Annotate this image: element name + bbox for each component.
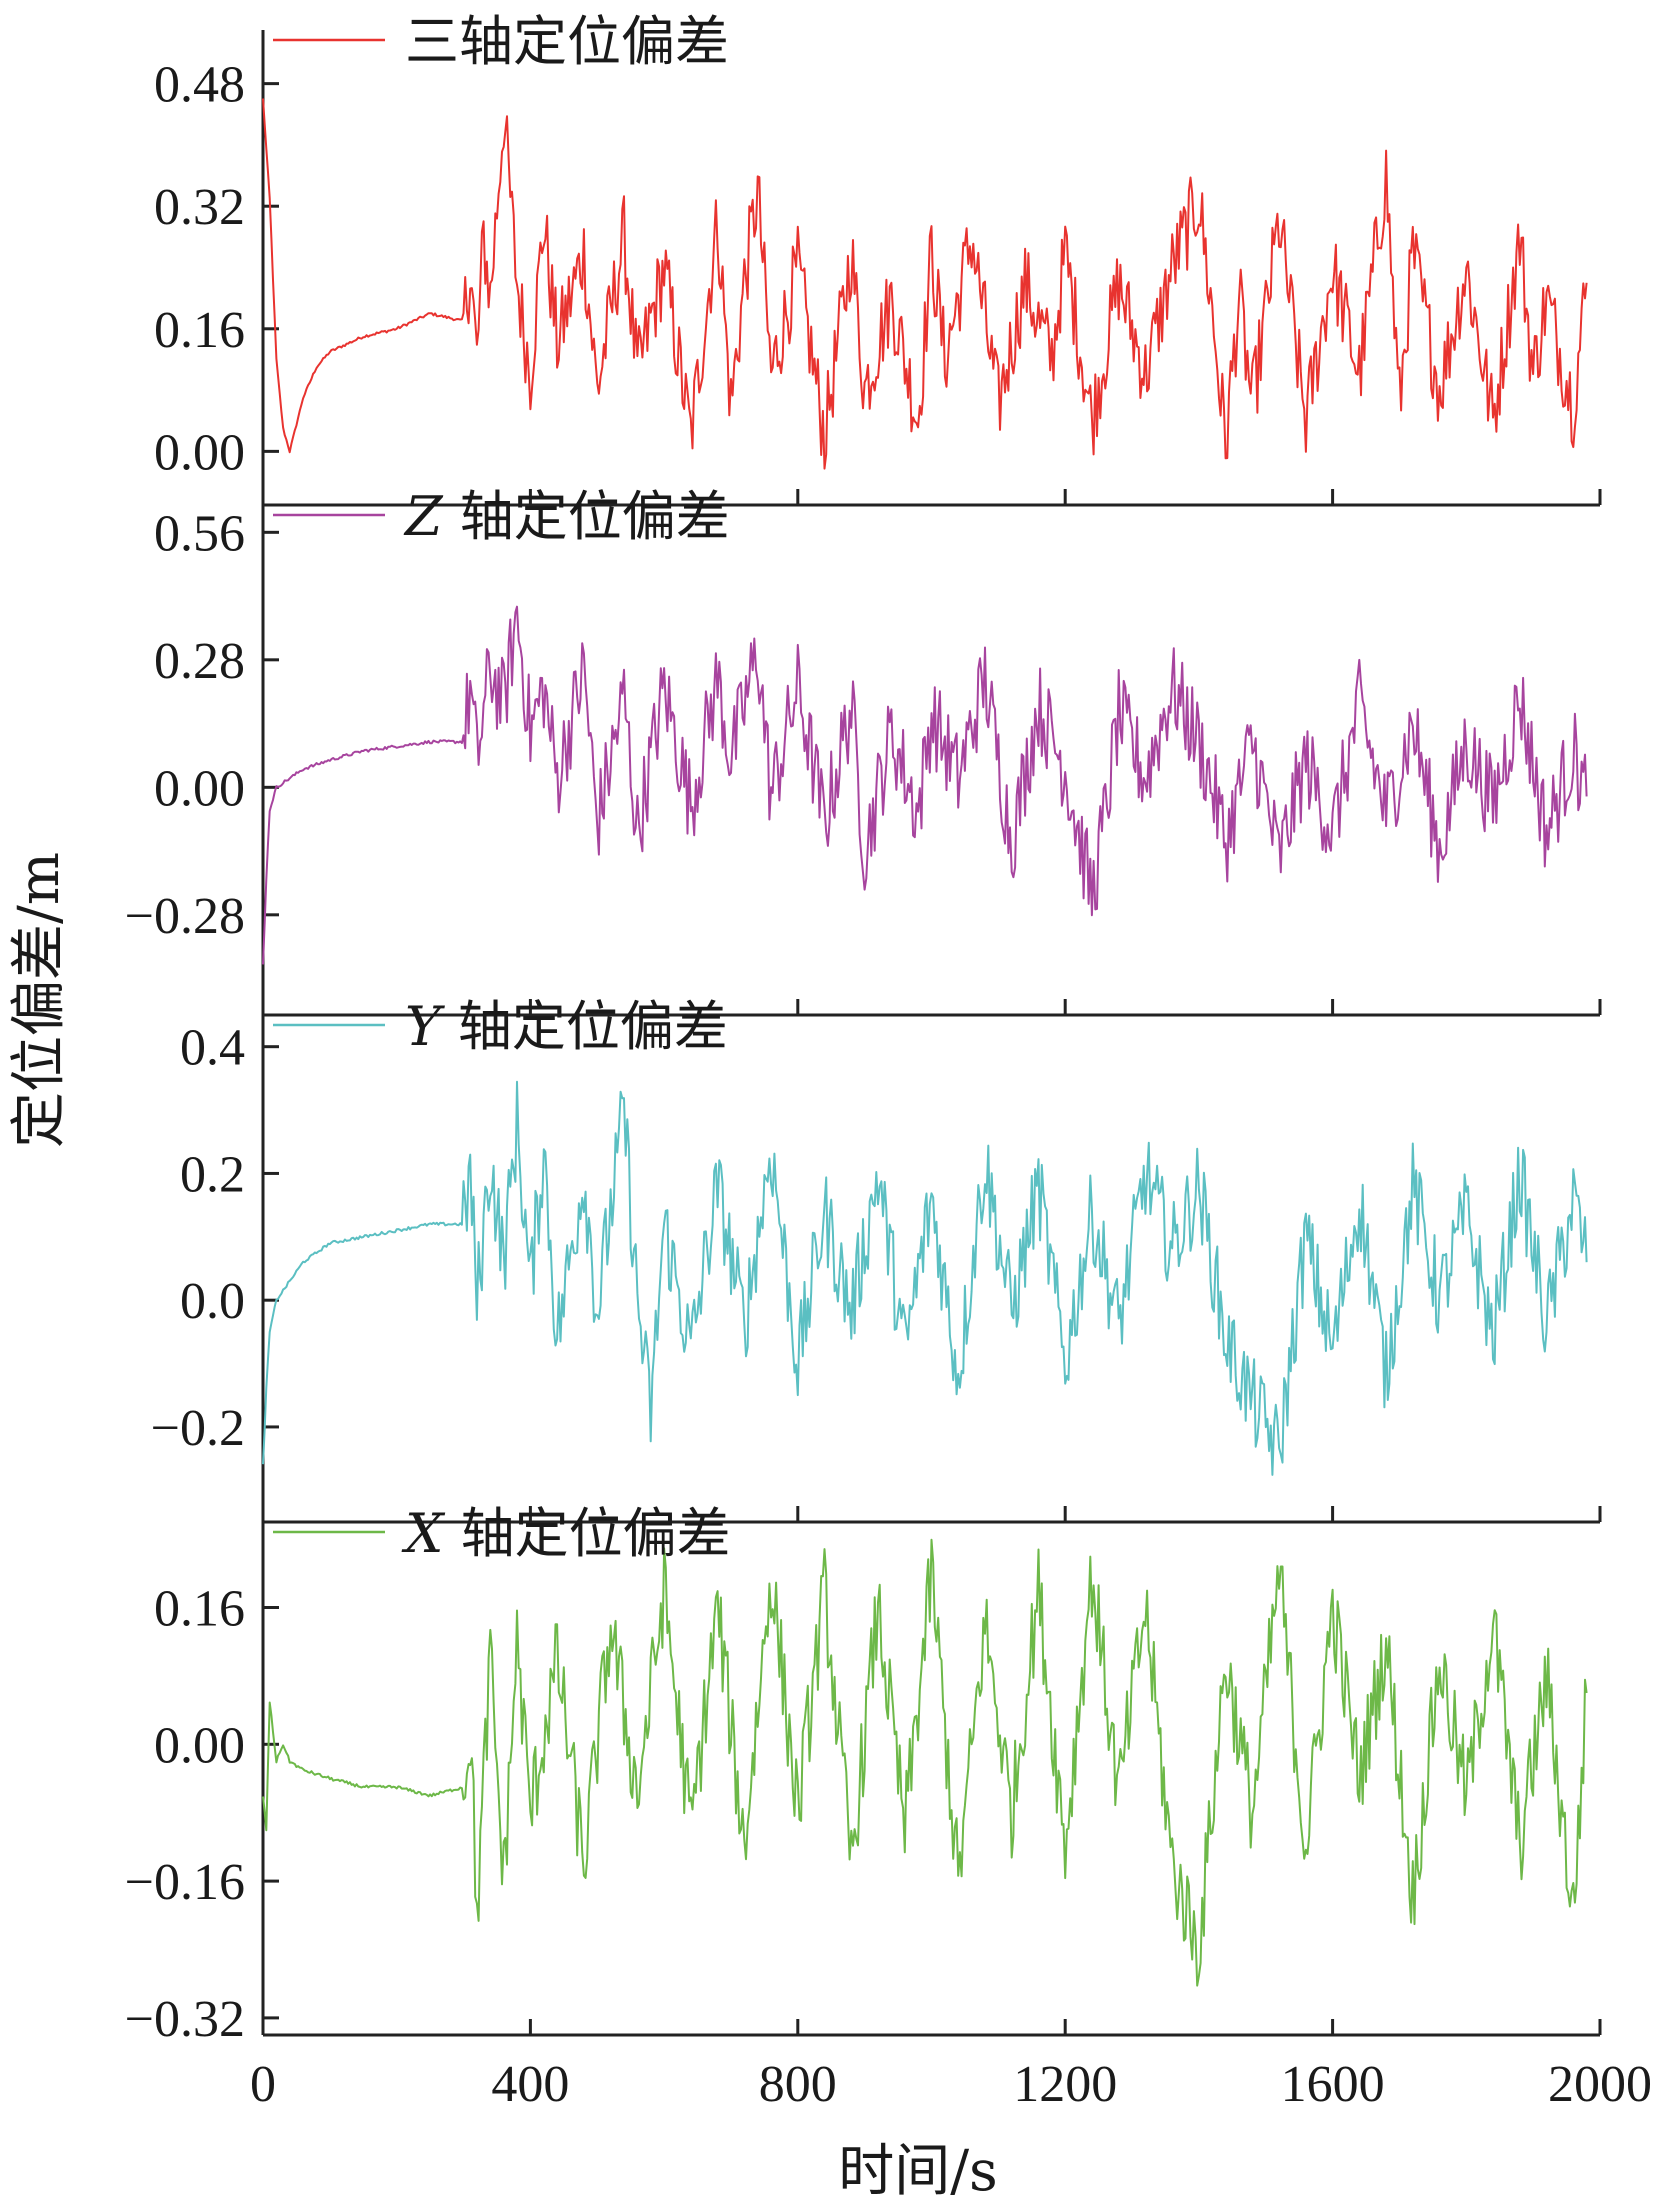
panel-4-legend-label: X 轴定位偏差 [401, 1502, 731, 1565]
panel-3-y-tick-label: 0.4 [180, 1020, 245, 1077]
panel-1-series-line [262, 98, 1588, 470]
panel-4-y-tick-label: −0.16 [125, 1854, 245, 1911]
panel-3-y-tick-label: −0.2 [151, 1400, 245, 1457]
panel-2-y-tick-label: −0.28 [125, 888, 245, 945]
x-tick-label: 400 [491, 2056, 569, 2113]
panel-1-y-tick-label: 0.16 [154, 302, 245, 359]
x-tick-label: 2000 [1548, 2056, 1652, 2113]
panel-4-series-line [262, 1538, 1588, 1987]
panel-2-y-tick-label: 0.00 [154, 760, 245, 817]
panel-2-series-line [262, 605, 1588, 965]
panels-group: 0.00 0.16 0.32 0.48 三轴定位偏差 −0.28 0.00 0.28 0.56 Z… [125, 10, 1602, 2048]
panel-3-legend-label: Y 轴定位偏差 [405, 995, 728, 1058]
panel-3-y-tick-label: 0.0 [180, 1273, 245, 1330]
panel-3-y-tick-label: 0.2 [180, 1146, 245, 1203]
x-axis: 0 400 800 1200 1600 2000 [250, 2056, 1652, 2113]
panel-3-series-line [262, 1080, 1588, 1476]
panel-1-y-tick-label: 0.32 [154, 179, 245, 236]
panel-4-y-tick-label: −0.32 [125, 1991, 245, 2048]
x-tick-label: 1600 [1281, 2056, 1385, 2113]
panel-4: −0.32 −0.16 0.00 0.16 X 轴定位偏差 [125, 1502, 1602, 2048]
panel-1-y-tick-label: 0.00 [154, 424, 245, 481]
y-axis-title: 定位偏差/m [7, 852, 72, 1148]
panel-4-y-tick-label: 0.16 [154, 1581, 245, 1638]
panel-1-y-tick-label: 0.48 [154, 57, 245, 114]
panel-2-legend-label: Z 轴定位偏差 [403, 485, 730, 548]
panel-2-y-tick-label: 0.56 [154, 505, 245, 562]
panel-3: −0.2 0.0 0.2 0.4 Y 轴定位偏差 [151, 995, 1602, 1524]
panel-1: 0.00 0.16 0.32 0.48 三轴定位偏差 [154, 10, 1602, 507]
x-tick-label: 800 [759, 2056, 837, 2113]
panel-4-y-tick-label: 0.00 [154, 1717, 245, 1774]
panel-2: −0.28 0.00 0.28 0.56 Z 轴定位偏差 [125, 485, 1602, 1017]
x-tick-label: 0 [250, 2056, 276, 2113]
x-axis-title: 时间/s [838, 2139, 998, 2203]
x-tick-label: 1200 [1013, 2056, 1117, 2113]
panel-1-legend-label: 三轴定位偏差 [405, 10, 729, 73]
panel-2-y-tick-label: 0.28 [154, 633, 245, 690]
